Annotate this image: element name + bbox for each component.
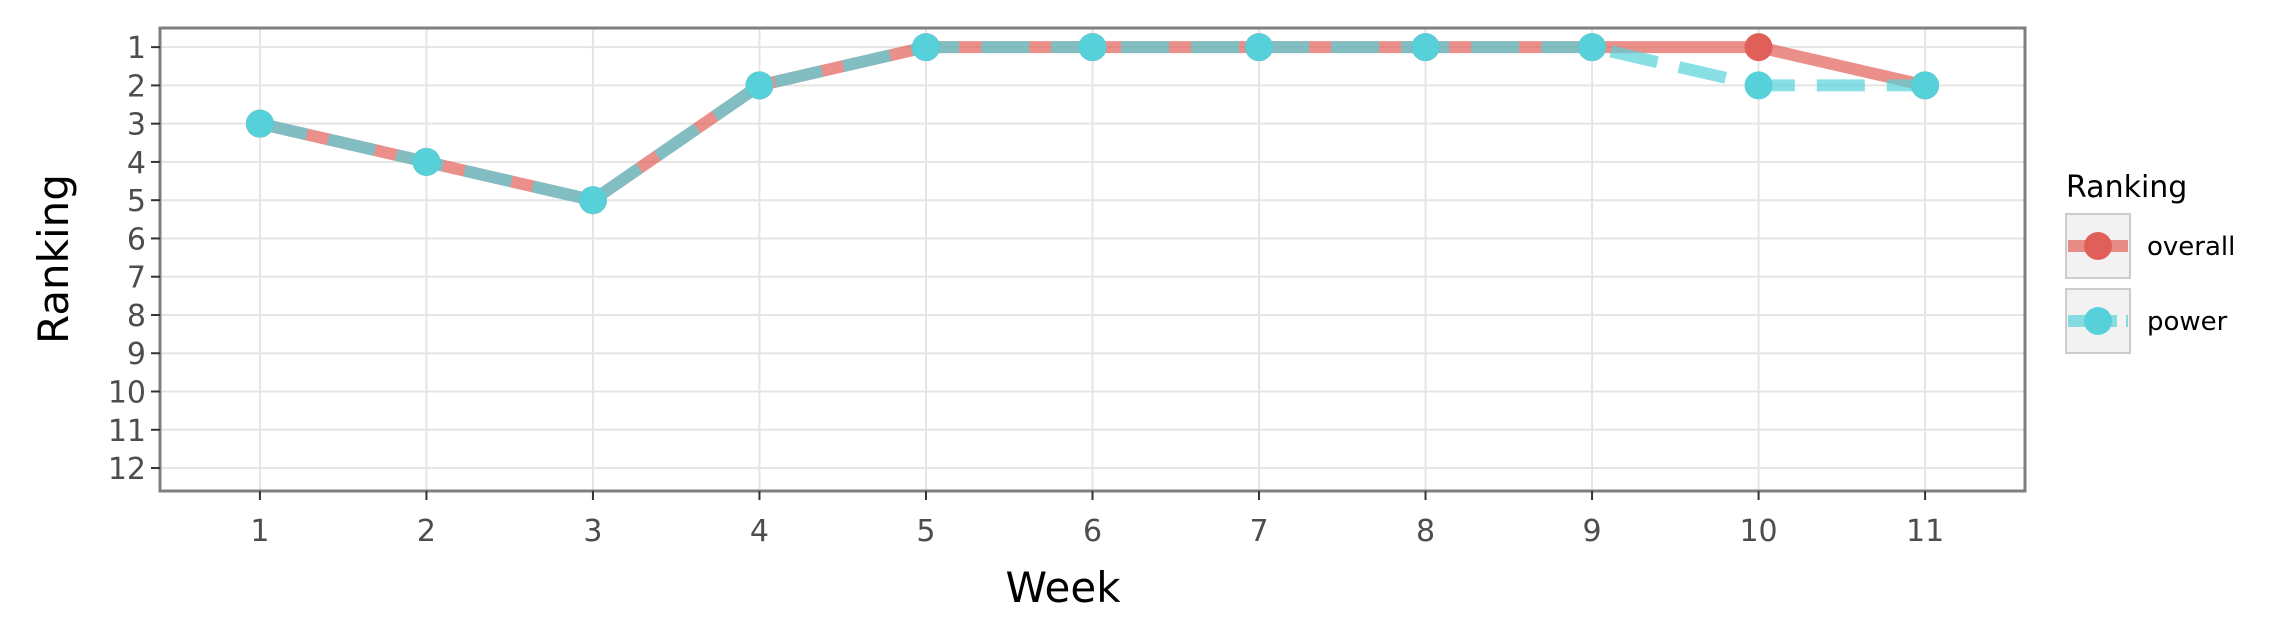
data-point-power bbox=[245, 109, 274, 138]
data-point-power bbox=[745, 71, 774, 100]
data-point-power bbox=[1911, 71, 1940, 100]
y-tick-label: 4 bbox=[127, 146, 146, 181]
data-point-power bbox=[1744, 71, 1773, 100]
data-point-power bbox=[1578, 33, 1607, 62]
y-tick-label: 6 bbox=[127, 222, 146, 257]
y-axis-title: Ranking bbox=[29, 174, 78, 344]
data-point-power bbox=[1411, 33, 1440, 62]
legend-label: overall bbox=[2147, 232, 2235, 262]
y-tick-label: 12 bbox=[108, 452, 146, 487]
y-tick-label: 7 bbox=[127, 261, 146, 296]
y-tick-label: 2 bbox=[127, 69, 146, 104]
x-axis-ticks: 1 2 3 4 5 6 7 8 9 10 11 bbox=[250, 491, 1944, 549]
y-tick-label: 5 bbox=[127, 184, 146, 219]
legend: Ranking overall power bbox=[2065, 170, 2235, 354]
legend-key-point bbox=[2084, 232, 2112, 260]
grid bbox=[160, 28, 2025, 491]
x-tick-label: 5 bbox=[916, 514, 935, 549]
y-tick-label: 1 bbox=[127, 31, 146, 66]
data-point-power bbox=[1078, 33, 1107, 62]
data-point-power bbox=[412, 147, 441, 176]
x-tick-label: 11 bbox=[1906, 514, 1944, 549]
x-tick-label: 10 bbox=[1739, 514, 1777, 549]
data-point-power bbox=[911, 33, 940, 62]
x-tick-label: 8 bbox=[1416, 514, 1435, 549]
legend-title: Ranking bbox=[2066, 170, 2187, 205]
y-tick-label: 10 bbox=[108, 376, 146, 411]
data-point-power bbox=[1245, 33, 1274, 62]
y-tick-label: 3 bbox=[127, 108, 146, 143]
x-tick-label: 4 bbox=[750, 514, 769, 549]
legend-item-power: power bbox=[2065, 288, 2228, 354]
x-tick-label: 6 bbox=[1083, 514, 1102, 549]
x-tick-label: 9 bbox=[1583, 514, 1602, 549]
y-tick-label: 11 bbox=[108, 414, 146, 449]
x-tick-label: 3 bbox=[583, 514, 602, 549]
x-tick-label: 7 bbox=[1249, 514, 1268, 549]
x-axis-title: Week bbox=[1005, 563, 1121, 612]
x-tick-label: 1 bbox=[250, 514, 269, 549]
x-tick-label: 2 bbox=[417, 514, 436, 549]
series-points bbox=[245, 33, 1940, 215]
y-tick-label: 9 bbox=[127, 337, 146, 372]
legend-label: power bbox=[2147, 307, 2228, 337]
legend-key-point bbox=[2084, 307, 2112, 335]
data-point-overall bbox=[1744, 33, 1773, 62]
data-point-power bbox=[578, 186, 607, 215]
y-tick-label: 8 bbox=[127, 299, 146, 334]
legend-items: overall power bbox=[2065, 213, 2235, 354]
legend-item-overall: overall bbox=[2065, 213, 2235, 279]
